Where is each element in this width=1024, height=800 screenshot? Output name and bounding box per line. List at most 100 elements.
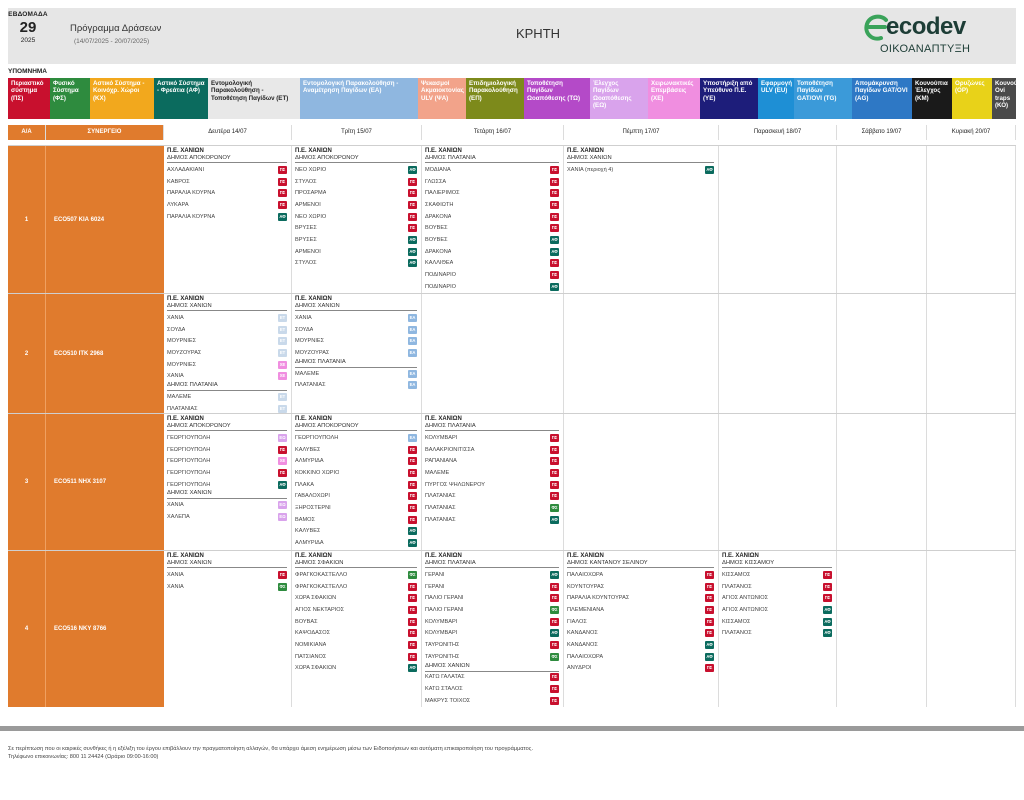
location-row: ΠΑΛΙΟ ΓΕΡΑΝΙ ΠΣ [425, 592, 559, 604]
location-row: ΧΑΝΙΑ ΕΤ [167, 312, 287, 324]
location-name: ΧΑΝΙΑ [167, 373, 184, 380]
legend: Περιαστικό σύστημα (ΠΣ) Φυσικό Σύστημα (Φ… [8, 78, 1016, 119]
location-row: ΚΑΛΥΒΕΣ ΑΦ [295, 526, 417, 538]
activity-badge: ΑΦ [550, 570, 559, 579]
location-name: ΚΑΤΩ ΣΤΑΛΟΣ [425, 686, 463, 693]
location-row: ΠΑΡΑΛΙΑ ΚΟΥΡΝΑ ΑΦ [167, 211, 287, 223]
day-cell: Π.Ε. ΧΑΝΙΩΝ ΔΗΜΟΣ ΚΙΣΣΑΜΟΥ ΚΙΣΣΑΜΟΣ ΠΣ ΠΛΑΤΑ… [719, 551, 837, 707]
location-row: ΜΑΛΕΜΕ ΕΑ [295, 368, 417, 380]
activity-badge: ΠΣ [408, 594, 417, 603]
activity-badge: ΦΣ [278, 582, 287, 591]
location-row: ΓΕΡΑΝΙ ΠΣ [425, 581, 559, 593]
location-row: ΒΟΥΒΑΣ ΠΣ [295, 616, 417, 628]
activity-badge: ΑΦ [278, 480, 287, 489]
activity-badge: ΑΦ [278, 212, 287, 221]
location-name: ΧΑΝΙΑ [167, 502, 184, 509]
location-row: ΑΓΙΟΣ ΑΝΤΩΝΙΟΣ ΑΦ [722, 604, 832, 616]
activity-badge: ΠΣ [705, 629, 714, 638]
location-name: ΑΓΙΟΣ ΑΝΤΩΝΙΟΣ [722, 595, 769, 602]
location-row: ΣΟΥΔΑ ΕΤ [167, 324, 287, 336]
day-cell [837, 551, 927, 707]
location-name: ΧΩΡΑ ΣΦΑΚΙΩΝ [295, 665, 337, 672]
activity-badge: ΕΩ [278, 501, 287, 510]
location-row: ΑΓΙΟΣ ΝΕΚΤΑΡΙΟΣ ΠΣ [295, 604, 417, 616]
municipality-heading: ΔΗΜΟΣ ΑΠΟΚΟΡΩΝΟΥ [295, 155, 417, 163]
activity-badge: ΑΦ [705, 652, 714, 661]
location-name: ΓΕΩΡΓΙΟΥΠΟΛΗ [167, 434, 211, 441]
activity-badge: ΠΣ [550, 640, 559, 649]
day-cell [837, 294, 927, 413]
location-row: ΑΡΜΕΝΟΙ ΑΦ [295, 246, 417, 258]
location-row: ΜΑΛΕΜΕ ΠΣ [425, 467, 559, 479]
activity-badge: ΠΣ [550, 468, 559, 477]
activity-badge: ΠΣ [408, 480, 417, 489]
activity-badge: ΦΣ [408, 570, 417, 579]
location-row: ΠΛΑΤΑΝΙΑΣ ΠΣ [425, 490, 559, 502]
crew-row: 3 ECO511 ΝΗΧ 3107 Π.Ε. ΧΑΝΙΩΝ ΔΗΜΟΣ ΑΠΟΚΟΡΩ… [8, 413, 1016, 550]
legend-title: ΥΠΟΜΝΗΜΑ [8, 68, 47, 75]
location-row: ΓΑΒΑΛΟΧΩΡΙ ΠΣ [295, 490, 417, 502]
location-name: ΠΛΕΜΕΝΙΑΝΑ [567, 606, 604, 613]
region-heading: Π.Ε. ΧΑΝΙΩΝ [167, 553, 204, 559]
location-row: ΔΡΑΚΟΝΑ ΑΦ [425, 246, 559, 258]
location-name: ΠΑΛΑΙΟΧΩΡΑ [567, 653, 604, 660]
location-name: ΠΑΛΙΕΡΙΜΟΣ [425, 190, 460, 197]
day-cell: Π.Ε. ΧΑΝΙΩΝ ΔΗΜΟΣ ΣΦΑΚΙΩΝ ΦΡΑΓΚΟΚΑΣΤΕΛΛΟ ΦΣ… [292, 551, 422, 707]
activity-badge: ΠΣ [408, 212, 417, 221]
location-name: ΜΟΥΡΝΙΕΣ [167, 338, 197, 345]
location-row: ΞΗΡΟΣΤΕΡΝΙ ΠΣ [295, 502, 417, 514]
legend-item: Ορυζώνες (ΟΡ) [952, 78, 992, 119]
region-heading: Π.Ε. ΧΑΝΙΩΝ [295, 296, 332, 302]
activity-badge: ΕΤ [278, 404, 287, 413]
day-cell [719, 414, 837, 550]
activity-badge: ΠΣ [550, 617, 559, 626]
region-heading: Π.Ε. ΧΑΝΙΩΝ [567, 553, 604, 559]
location-row: ΚΟΚΚΙΝΟ ΧΩΡΙΟ ΠΣ [295, 467, 417, 479]
day-cell [927, 294, 1016, 413]
location-row: ΒΑΛΑΚΡΙΟΝΙΤΙΣΣΑ ΠΣ [425, 444, 559, 456]
crew-name: ECO516 ΝΚΥ 8766 [46, 551, 164, 707]
activity-badge: ΠΣ [705, 605, 714, 614]
legend-item: Χειρωνακτικές Επεμβάσεις (ΧΕ) [648, 78, 700, 119]
region-heading: Π.Ε. ΧΑΝΙΩΝ [295, 416, 332, 422]
activity-badge: ΠΣ [550, 594, 559, 603]
activity-badge: ΧΕ [278, 360, 287, 369]
location-row: ΑΡΜΕΝΟΙ ΠΣ [295, 199, 417, 211]
activity-badge: ΠΣ [408, 445, 417, 454]
location-row: ΡΑΠΑΝΙΑΝΑ ΠΣ [425, 455, 559, 467]
header-day: Τρίτη 15/07 [292, 125, 422, 140]
day-cell [719, 146, 837, 293]
location-row: ΠΑΛΑΙΟΧΩΡΑ ΑΦ [567, 651, 714, 663]
location-row: ΠΟΔΙΝΑΡΙΟ ΑΦ [425, 281, 559, 293]
municipality-heading: ΔΗΜΟΣ ΠΛΑΤΑΝΙΑ [295, 359, 417, 368]
location-name: ΚΑΛΛΙΘΕΑ [425, 260, 454, 267]
crew-number: 1 [8, 146, 46, 293]
location-row: ΚΑΛΥΒΕΣ ΠΣ [295, 444, 417, 456]
location-row: ΜΟΥΖΟΥΡΑΣ ΕΤ [167, 347, 287, 359]
location-row: ΠΛΑΤΑΝΙΑΣ ΑΦ [425, 514, 559, 526]
location-name: ΠΛΑΤΑΝΟΣ [722, 583, 752, 590]
activity-badge: ΦΣ [550, 652, 559, 661]
location-row: ΠΥΡΓΟΣ ΨΗΛΩΝΕΡΟΥ ΠΣ [425, 479, 559, 491]
location-name: ΝΕΟ ΧΩΡΙΟ [295, 213, 327, 220]
location-name: ΚΟΛΥΜΒΑΡΙ [425, 618, 458, 625]
location-row: ΠΑΛΙΟ ΓΕΡΑΝΙ ΦΣ [425, 604, 559, 616]
activity-badge: ΕΤ [278, 348, 287, 357]
location-row: ΧΑΝΙΑ ΠΣ [167, 569, 287, 581]
week-box: ΕΒΔΟΜΑΔΑ 29 2025 [8, 8, 48, 64]
location-row: ΓΙΑΛΟΣ ΠΣ [567, 616, 714, 628]
location-row: ΝΕΟ ΧΩΡΙΟ ΑΦ [295, 164, 417, 176]
location-row: ΧΑΝΙΑ ΧΕ [167, 370, 287, 382]
region-heading: Π.Ε. ΧΑΝΙΩΝ [167, 296, 204, 302]
location-row: ΠΡΟΣΑΡΜΑ ΠΣ [295, 187, 417, 199]
location-name: ΚΙΣΣΑΜΟΣ [722, 618, 751, 625]
header-day: Παρασκευή 18/07 [719, 125, 837, 140]
activity-badge: ΠΣ [278, 177, 287, 186]
location-row: ΜΟΥΖΟΥΡΑΣ ΕΑ [295, 347, 417, 359]
location-name: ΜΟΥΖΟΥΡΑΣ [295, 349, 330, 356]
location-row: ΣΤΥΛΟΣ ΠΣ [295, 176, 417, 188]
location-row: ΛΥΚΑΡΑ ΠΣ [167, 199, 287, 211]
header-day: Κυριακή 20/07 [927, 125, 1016, 140]
activity-badge: ΠΣ [550, 189, 559, 198]
region-heading: Π.Ε. ΧΑΝΙΩΝ [425, 416, 462, 422]
